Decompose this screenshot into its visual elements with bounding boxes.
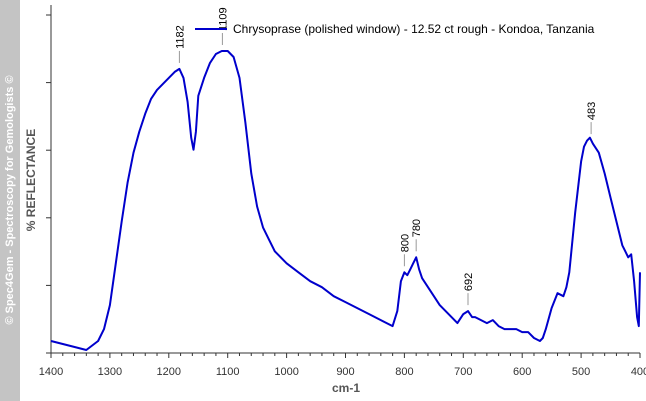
x-tick-label: 1300 bbox=[98, 366, 122, 378]
x-tick-label: 800 bbox=[395, 366, 413, 378]
legend: Chrysoprase (polished window) - 12.52 ct… bbox=[195, 22, 595, 36]
x-tick-label: 700 bbox=[454, 366, 472, 378]
x-ticks: 1400 1300 1200 1100 1000 900 800 700 600 500 400 bbox=[39, 353, 646, 378]
legend-entry: Chrysoprase (polished window) - 12.52 ct… bbox=[233, 22, 595, 36]
axes bbox=[50, 5, 640, 354]
watermark-band: © Spec4Gem - Spectroscopy for Gemologist… bbox=[0, 0, 20, 401]
x-tick-label: 400 bbox=[631, 366, 646, 378]
peak-label: 800 bbox=[399, 234, 411, 252]
y-ticks bbox=[46, 14, 51, 354]
series-line bbox=[50, 50, 641, 351]
x-tick-label: 600 bbox=[513, 366, 531, 378]
peak-label: 1182 bbox=[174, 25, 186, 49]
x-tick-label: 1400 bbox=[39, 366, 63, 378]
y-axis-label: % REFLECTANCE bbox=[24, 129, 38, 231]
peak-label: 692 bbox=[463, 273, 475, 291]
x-tick-label: 900 bbox=[336, 366, 354, 378]
x-axis-label: cm-1 bbox=[332, 381, 360, 395]
peak-label: 1109 bbox=[217, 7, 229, 31]
x-tick-label: 1100 bbox=[216, 366, 240, 378]
x-tick-label: 1000 bbox=[274, 366, 298, 378]
peak-label: 483 bbox=[586, 102, 598, 120]
x-tick-label: 500 bbox=[572, 366, 590, 378]
x-tick-label: 1200 bbox=[157, 366, 181, 378]
peak-label: 780 bbox=[411, 219, 423, 237]
